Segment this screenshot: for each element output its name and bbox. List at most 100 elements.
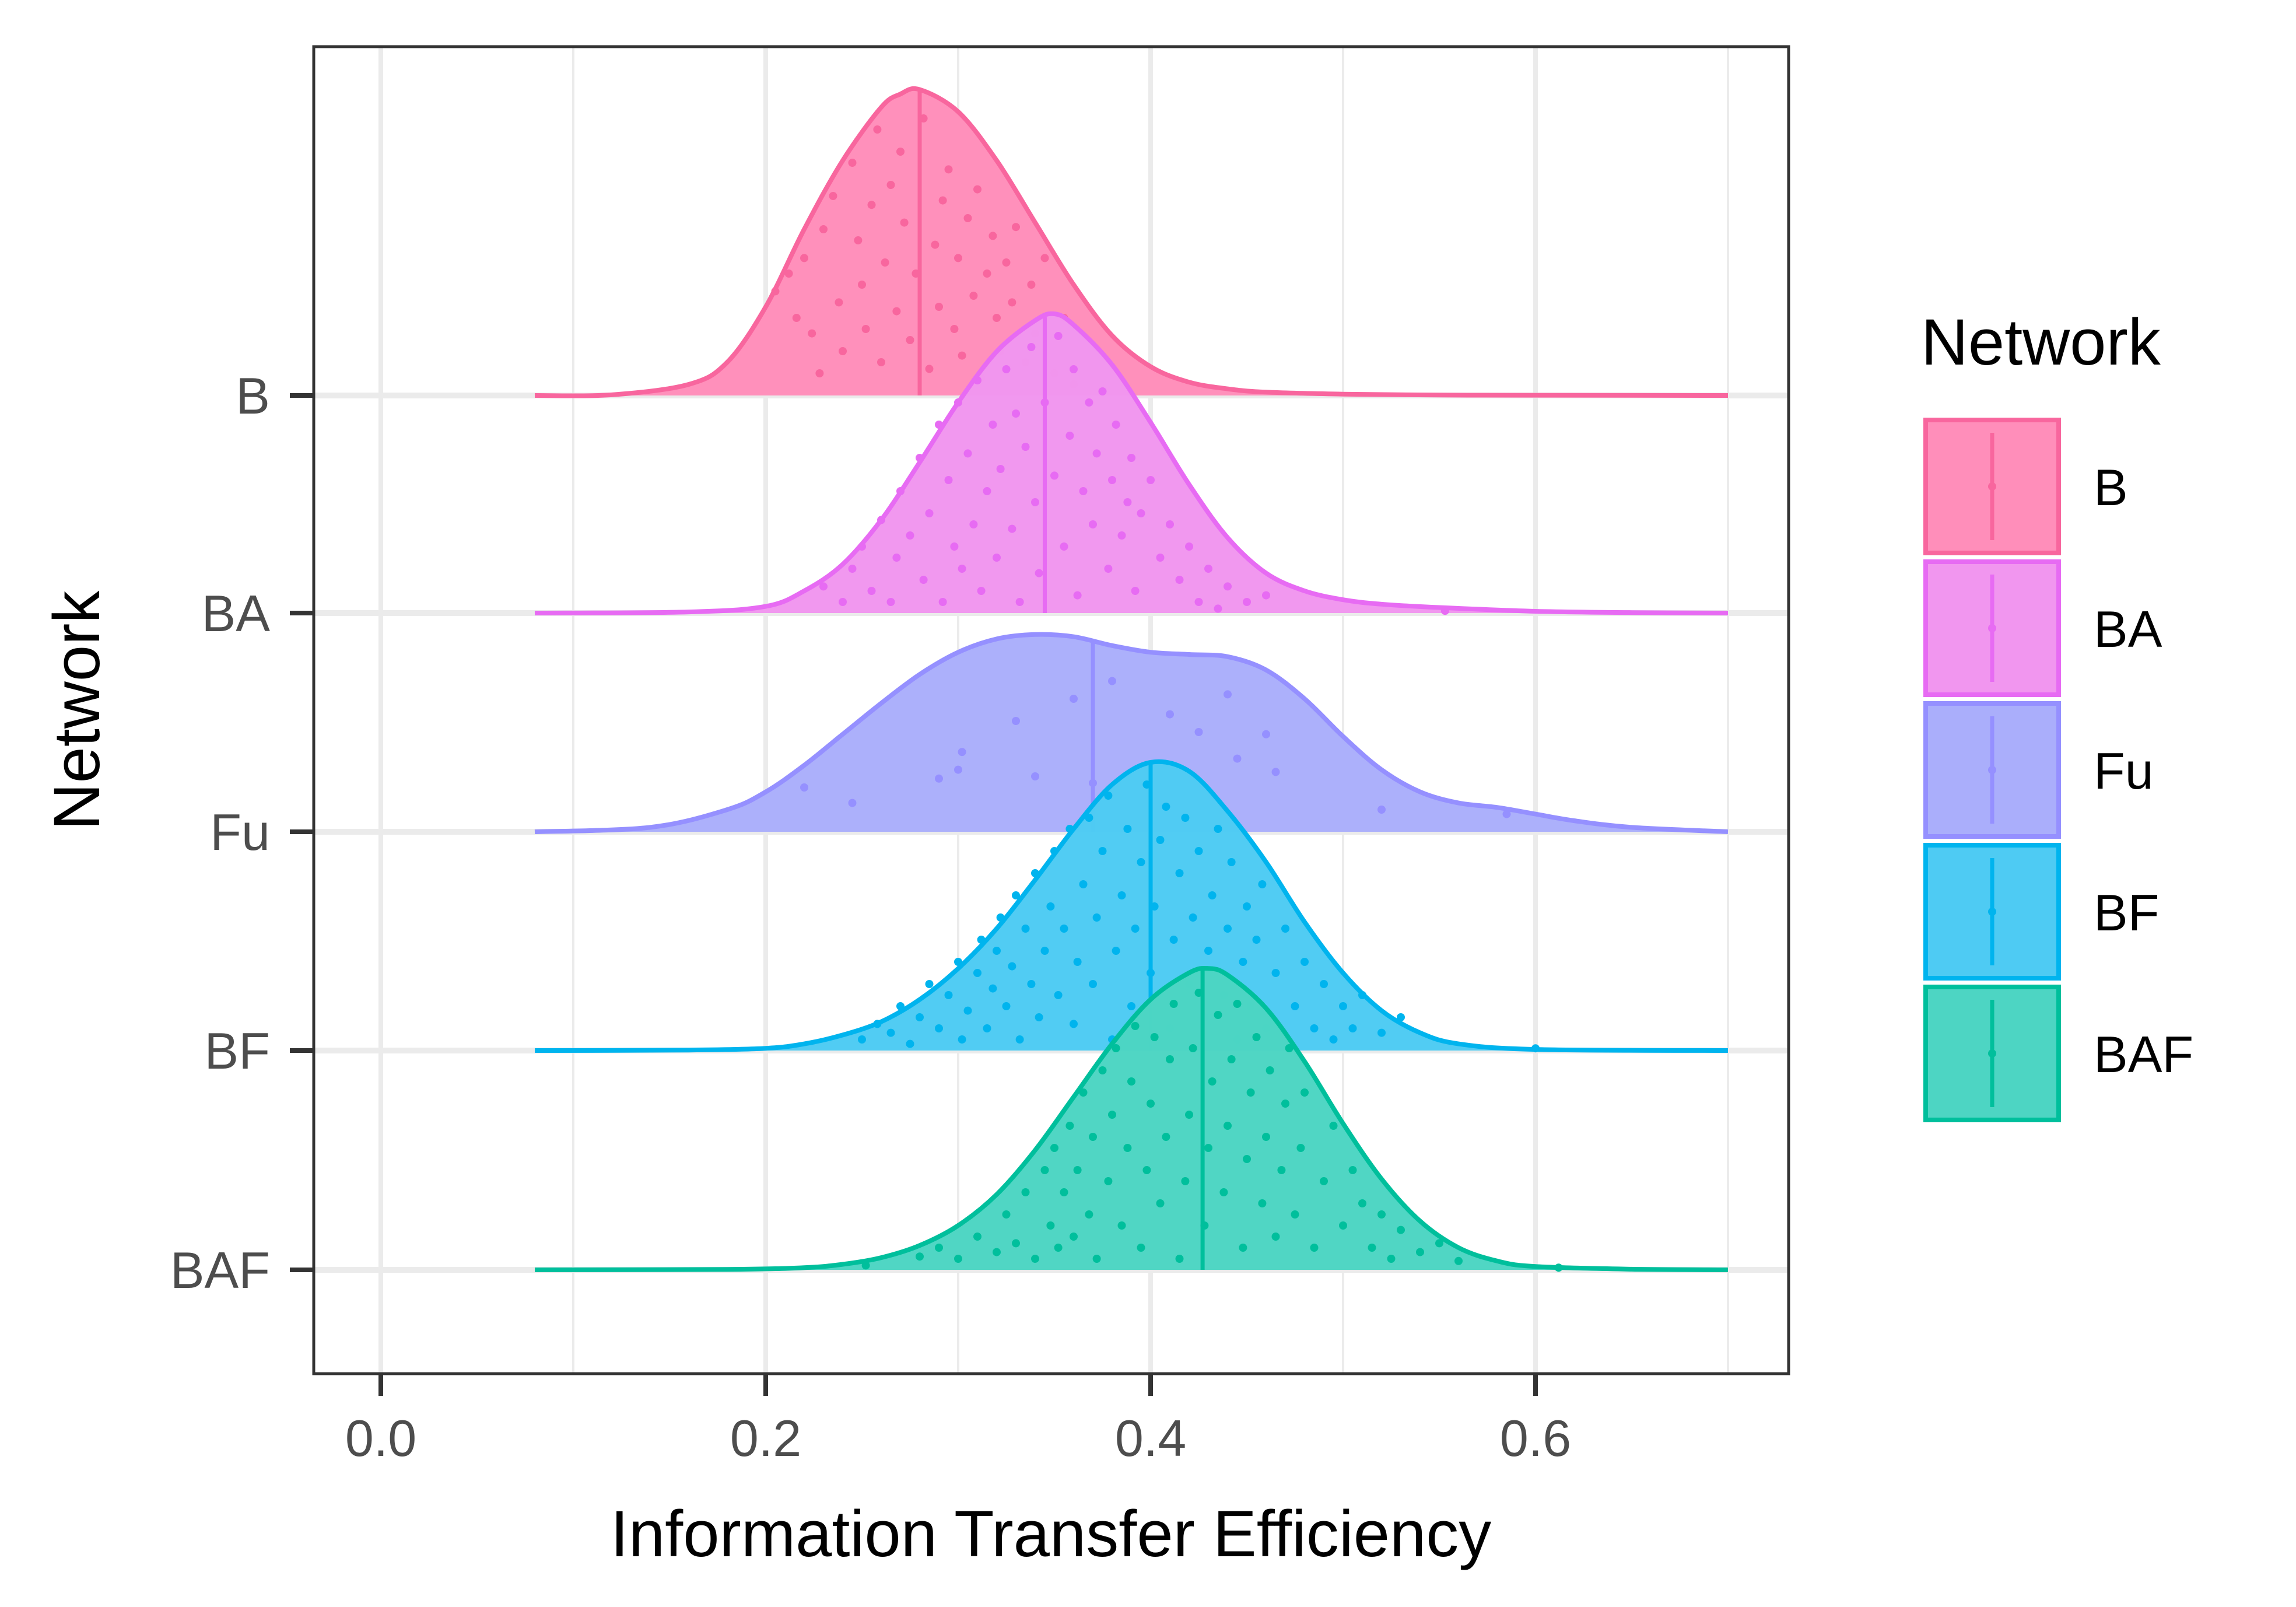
data-point xyxy=(835,298,843,307)
data-point xyxy=(1233,754,1242,763)
data-point xyxy=(1348,1024,1357,1032)
data-point xyxy=(1219,1188,1228,1196)
data-point xyxy=(1085,398,1093,407)
density-area xyxy=(535,88,1728,396)
data-point xyxy=(1012,409,1020,418)
data-point xyxy=(1252,1033,1261,1041)
data-point xyxy=(925,509,934,517)
data-point xyxy=(1368,1244,1376,1252)
data-point xyxy=(1204,947,1212,955)
data-point xyxy=(1301,1088,1309,1097)
data-point xyxy=(1233,1000,1242,1008)
data-point xyxy=(1085,1210,1093,1219)
data-point xyxy=(1271,969,1280,977)
legend-key-point xyxy=(1988,624,1996,632)
data-point xyxy=(1015,598,1024,606)
data-point xyxy=(1137,858,1145,866)
ridge-ba xyxy=(534,311,1729,615)
data-point xyxy=(983,1024,991,1032)
data-point xyxy=(1117,1221,1126,1230)
data-point xyxy=(1208,1077,1217,1086)
data-point xyxy=(839,598,847,606)
density-ridges xyxy=(534,86,1729,1272)
data-point xyxy=(1046,1221,1055,1230)
data-point xyxy=(1502,810,1511,818)
data-point xyxy=(1348,1166,1357,1174)
data-point xyxy=(886,1028,895,1037)
data-point xyxy=(1377,806,1386,814)
data-point xyxy=(1060,925,1068,933)
data-point xyxy=(950,325,959,333)
data-point xyxy=(1194,728,1203,736)
data-point xyxy=(1021,925,1030,933)
data-point xyxy=(983,487,991,495)
data-point xyxy=(993,554,1001,562)
data-point xyxy=(958,748,966,757)
data-point xyxy=(1227,1055,1236,1063)
data-point xyxy=(1031,772,1039,780)
density-outline xyxy=(534,759,1729,1053)
data-point xyxy=(954,1255,962,1263)
data-point xyxy=(963,449,972,458)
data-point xyxy=(1046,902,1055,911)
data-point xyxy=(1169,936,1178,944)
data-point xyxy=(1065,432,1074,440)
data-point xyxy=(938,196,947,205)
data-point xyxy=(935,1024,943,1032)
data-point xyxy=(1002,1210,1011,1219)
data-point xyxy=(931,240,940,249)
data-point xyxy=(1291,1210,1299,1219)
data-point xyxy=(1050,1144,1058,1152)
data-point xyxy=(988,421,997,429)
data-point xyxy=(1065,1122,1074,1130)
data-point xyxy=(1108,677,1116,685)
data-point xyxy=(935,303,943,311)
legend: Network B BA Fu BF BAF xyxy=(1921,306,2193,1122)
data-point xyxy=(1252,936,1261,944)
x-axis-title: Information Transfer Efficiency xyxy=(611,1497,1492,1570)
data-point xyxy=(1262,1133,1270,1141)
data-point xyxy=(1175,1255,1184,1263)
data-point xyxy=(792,314,801,322)
data-point xyxy=(1035,569,1043,577)
density-outline xyxy=(534,965,1729,1272)
data-point xyxy=(1127,1002,1135,1010)
data-point xyxy=(906,531,914,540)
x-tick-label: 0.0 xyxy=(345,1409,416,1467)
data-point xyxy=(1224,582,1232,591)
data-point xyxy=(935,774,943,783)
data-point xyxy=(916,1252,924,1261)
data-point xyxy=(1320,980,1328,988)
data-point xyxy=(1397,1226,1405,1234)
legend-label: BAF xyxy=(2094,1025,2193,1083)
data-point xyxy=(1214,1011,1222,1019)
data-point xyxy=(1377,1210,1386,1219)
data-point xyxy=(1015,1035,1024,1044)
data-point xyxy=(800,783,808,792)
data-point xyxy=(1181,814,1190,822)
data-point xyxy=(983,269,991,278)
data-point xyxy=(1040,254,1049,262)
data-point xyxy=(1204,1144,1212,1152)
legend-label: B xyxy=(2094,458,2128,516)
data-point xyxy=(1054,332,1063,340)
data-point xyxy=(1239,1244,1247,1252)
data-point xyxy=(958,565,966,573)
data-point xyxy=(1012,1239,1020,1248)
legend-item-fu: Fu xyxy=(1923,701,2154,839)
data-point xyxy=(1131,587,1140,595)
data-point xyxy=(1073,591,1082,600)
legend-key-point xyxy=(1988,482,1996,491)
data-point xyxy=(1358,1199,1366,1207)
legend-item-b: B xyxy=(1923,418,2128,555)
data-point xyxy=(815,369,824,377)
data-point xyxy=(1021,443,1030,451)
y-tick-label: B xyxy=(236,367,270,425)
ridge-baf xyxy=(534,965,1729,1272)
data-point xyxy=(1070,695,1078,703)
data-point xyxy=(1112,421,1120,429)
data-point xyxy=(1194,847,1203,855)
data-point xyxy=(1166,1055,1174,1063)
data-point xyxy=(1117,891,1126,899)
